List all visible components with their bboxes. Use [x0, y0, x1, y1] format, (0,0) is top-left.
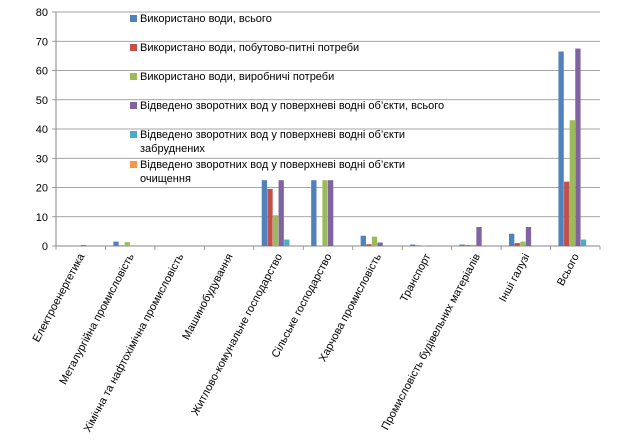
legend-swatch [130, 15, 137, 22]
legend-swatch [130, 102, 137, 109]
y-tick-label: 10 [36, 212, 48, 224]
legend-label: Відведено зворотних вод у поверхневі вод… [140, 129, 405, 141]
legend-label: Використано води, всього [140, 13, 272, 25]
bar [262, 180, 267, 246]
legend-swatch [130, 131, 137, 138]
bar [113, 242, 118, 246]
bar [416, 245, 421, 246]
category-label: Інші галузі [497, 252, 532, 304]
legend-label: Відведено зворотних вод у поверхневі вод… [140, 159, 405, 171]
bar [471, 245, 476, 246]
y-tick-label: 40 [36, 124, 48, 136]
legend-label: очищення [140, 173, 191, 185]
bar [284, 240, 289, 246]
bar [476, 227, 481, 246]
bar [377, 242, 382, 246]
bar [366, 244, 371, 246]
bar [509, 234, 514, 246]
bar [570, 120, 575, 246]
bar [125, 242, 130, 246]
category-label: Машинобудування [180, 252, 236, 342]
category-label: Електроенергетика [31, 251, 88, 344]
bar [119, 245, 124, 246]
bar [520, 242, 525, 246]
legend-label: Використано води, побутово-питні потреби [140, 42, 359, 54]
y-tick-label: 70 [36, 36, 48, 48]
bar [564, 182, 569, 246]
bar [465, 245, 470, 246]
bar [322, 180, 327, 246]
legend: Використано води, всього Використано води… [130, 13, 444, 185]
bar [328, 180, 333, 246]
category-label: Транспорт [398, 252, 433, 304]
legend-label: Використано води, виробничі потреби [140, 71, 334, 83]
bar [526, 227, 531, 246]
bar [558, 51, 563, 246]
bar [279, 180, 284, 246]
bar [361, 236, 366, 246]
bar [410, 245, 415, 246]
category-label: Всього [555, 252, 582, 288]
y-tick-label: 0 [42, 241, 48, 253]
y-tick-label: 80 [36, 7, 48, 19]
legend-label: Відведено зворотних вод у поверхневі вод… [140, 100, 444, 112]
y-tick-label: 30 [36, 153, 48, 165]
bar [273, 215, 278, 246]
bar [575, 49, 580, 246]
y-tick-label: 50 [36, 95, 48, 107]
bar [515, 243, 520, 246]
legend-label: забруднених [140, 143, 205, 155]
legend-swatch [130, 44, 137, 51]
bar [267, 189, 272, 246]
category-label: Житлово-комунальне господарство [189, 252, 285, 418]
bar [81, 245, 86, 246]
y-tick-label: 60 [36, 66, 48, 78]
y-tick-label: 20 [36, 183, 48, 195]
category-label: Хімічна та нафтохімічна промисловість [82, 252, 187, 435]
bar [581, 240, 586, 246]
category-label: Промисловість будівельних матеріалів [379, 252, 483, 433]
legend-swatch [130, 73, 137, 80]
bar [311, 180, 316, 246]
bar [460, 245, 465, 246]
legend-swatch [130, 161, 137, 168]
bar [372, 237, 377, 246]
